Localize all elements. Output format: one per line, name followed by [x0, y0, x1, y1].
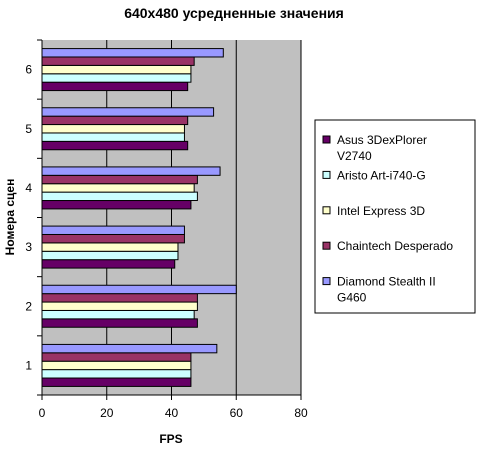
x-tick-label-1: 20 [100, 406, 114, 420]
bar-scene-5-series-5 [41, 107, 215, 117]
y-tick-label-2: 2 [25, 299, 32, 313]
x-tick-label-3: 60 [230, 406, 244, 420]
bar-scene-5-series-3 [41, 124, 185, 134]
bar-scene-4-series-1 [41, 200, 192, 210]
legend: Asus 3DexPlorer V2740 Aristo Art-i740-G Int… [314, 119, 476, 314]
bar-scene-4-series-4 [41, 174, 198, 185]
y-tick-label-3: 3 [25, 240, 32, 254]
y-tick-label-5: 5 [25, 122, 32, 136]
bar-scene-6-series-3 [41, 64, 192, 75]
bar-scene-4-series-2 [41, 191, 198, 202]
bar-scene-2-series-3 [41, 301, 198, 311]
bar-scene-6-series-4 [41, 56, 195, 66]
bar-scene-2-series-1 [41, 318, 198, 328]
bar-scene-1-series-5 [41, 343, 218, 354]
y-tick-labels: 1 2 3 4 5 6 [25, 63, 32, 373]
legend-swatch-5 [322, 277, 331, 286]
bar-scene-3-series-3 [41, 242, 179, 252]
legend-label-2: Aristo Art-i740-G [337, 168, 426, 182]
x-tick-label-4: 80 [294, 406, 308, 420]
bar-scene-6-series-5 [41, 48, 224, 58]
bar-scene-5-series-1 [41, 140, 189, 151]
bar-scene-4-series-5 [41, 166, 221, 176]
bar-scene-2-series-2 [41, 309, 195, 320]
bar-scene-4-series-3 [41, 183, 195, 193]
bar-scene-5-series-2 [41, 132, 185, 142]
legend-swatch-1 [322, 135, 331, 144]
legend-label-3: Intel Express 3D [337, 204, 425, 218]
y-axis-title: Номера сцен [3, 179, 17, 256]
legend-swatch-3 [322, 206, 331, 215]
legend-swatch-4 [322, 241, 331, 250]
y-tick-label-4: 4 [25, 181, 32, 195]
chart-title: 640x480 усредненные значения [124, 5, 344, 21]
bar-scene-6-series-2 [41, 73, 192, 83]
legend-swatch-2 [322, 170, 331, 179]
legend-label-1: Asus 3DexPlorer V2740 [337, 133, 427, 163]
y-tick-label-6: 6 [25, 63, 32, 77]
bar-scene-1-series-4 [41, 352, 192, 362]
bar-scene-1-series-1 [41, 377, 192, 387]
bar-scene-1-series-3 [41, 360, 192, 371]
bar-scene-3-series-5 [41, 225, 185, 235]
x-tick-label-2: 40 [165, 406, 179, 420]
y-tick-label-1: 1 [25, 358, 32, 372]
gridlines [106, 40, 302, 395]
bar-scene-5-series-4 [41, 115, 189, 126]
x-axis-title: FPS [159, 432, 182, 446]
bar-scene-2-series-4 [41, 293, 198, 303]
bar-scene-3-series-1 [41, 259, 176, 269]
legend-label-4: Chaintech Desperado [337, 239, 453, 253]
x-tick-label-0: 0 [39, 406, 46, 420]
bar-scene-1-series-2 [41, 369, 192, 379]
x-tick-labels: 0 20 40 60 80 [39, 406, 308, 420]
bar-scene-6-series-1 [41, 81, 189, 92]
legend-box [314, 119, 476, 314]
bar-scene-3-series-2 [41, 250, 179, 261]
legend-label-5: Diamond Stealth II G460 [337, 275, 436, 305]
bar-scene-3-series-4 [41, 233, 185, 244]
bar-scene-2-series-5 [41, 284, 237, 295]
axes [37, 39, 302, 400]
